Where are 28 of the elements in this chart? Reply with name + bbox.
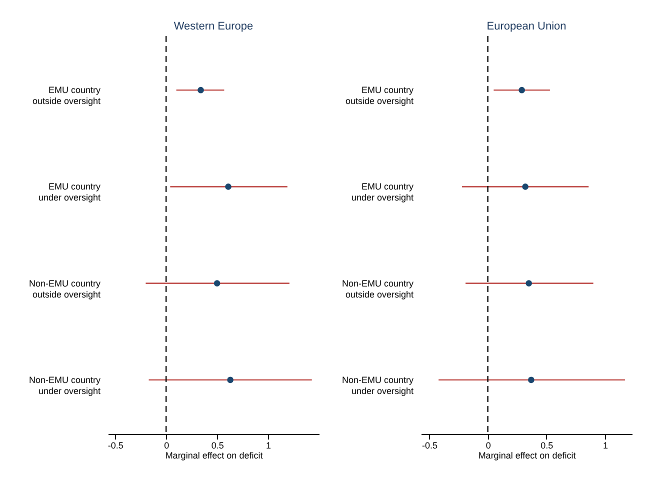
y-tick-label: EMU country under oversight xyxy=(38,182,101,203)
chart-title: Western Europe xyxy=(174,20,254,32)
point xyxy=(526,280,532,286)
x-tick-label: 0 xyxy=(164,440,170,450)
chart-title: European Union xyxy=(486,20,566,32)
x-tick-label: 0 xyxy=(486,440,491,450)
x-tick-label: -0.5 xyxy=(422,440,438,450)
x-tick-label: 0.5 xyxy=(211,440,224,450)
point xyxy=(214,280,220,286)
point xyxy=(227,376,234,384)
x-axis-title: Marginal effect on deficit xyxy=(165,450,264,460)
y-tick-label: EMU country under oversight xyxy=(351,182,414,203)
x-tick-label: 1 xyxy=(603,440,608,450)
y-tick-label: Non-EMU country under oversight xyxy=(28,374,101,396)
x-tick-label: -0.5 xyxy=(108,440,124,450)
point xyxy=(522,184,528,190)
point xyxy=(518,86,525,94)
y-tick-label: EMU country outside oversight xyxy=(32,85,101,106)
point xyxy=(528,376,534,384)
y-tick-label: Non-EMU country outside oversight xyxy=(28,278,101,300)
y-tick-label: Non-EMU country outside oversight xyxy=(342,278,414,300)
point xyxy=(225,184,232,190)
x-axis-title: Marginal effect on deficit xyxy=(478,450,576,460)
y-tick-label: EMU country outside oversight xyxy=(345,85,414,106)
x-tick-label: 1 xyxy=(266,440,272,450)
y-tick-label: Non-EMU country under oversight xyxy=(342,374,414,396)
point xyxy=(198,86,204,94)
x-tick-label: 0.5 xyxy=(540,440,554,450)
